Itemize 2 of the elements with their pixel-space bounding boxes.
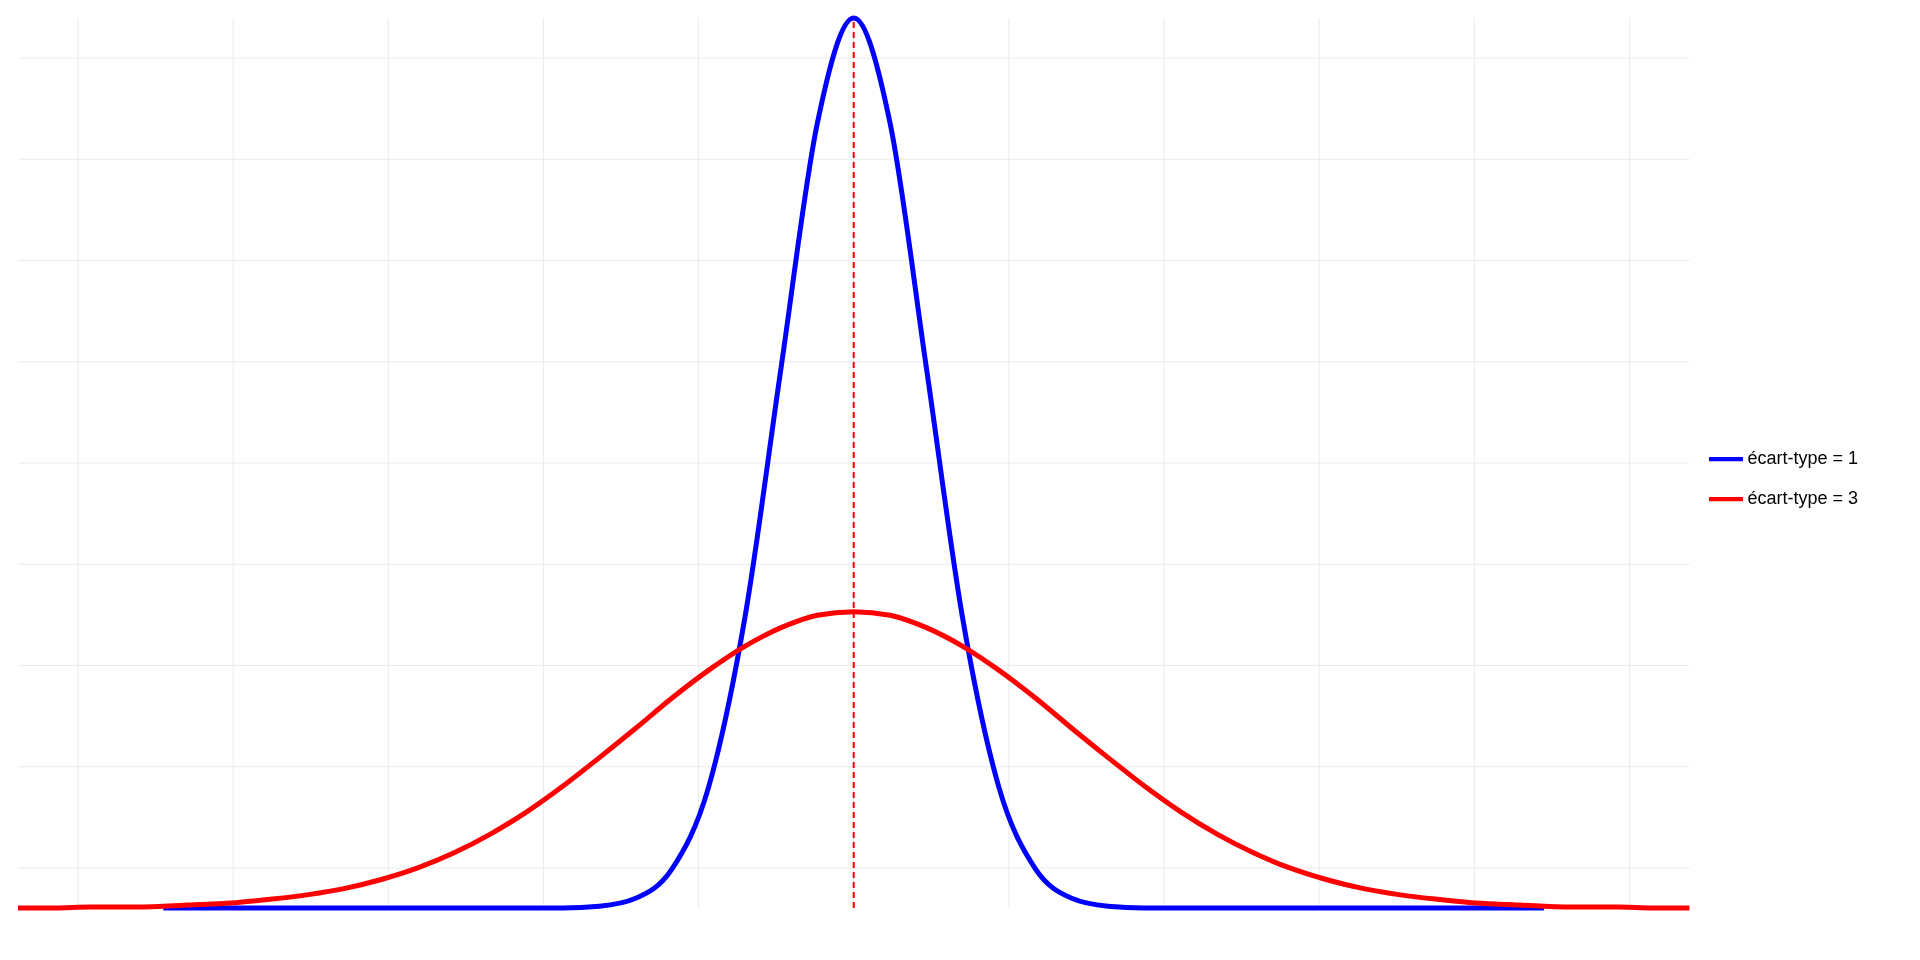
legend-label: écart-type = 1 bbox=[1747, 448, 1858, 468]
legend-label: écart-type = 3 bbox=[1747, 488, 1858, 508]
